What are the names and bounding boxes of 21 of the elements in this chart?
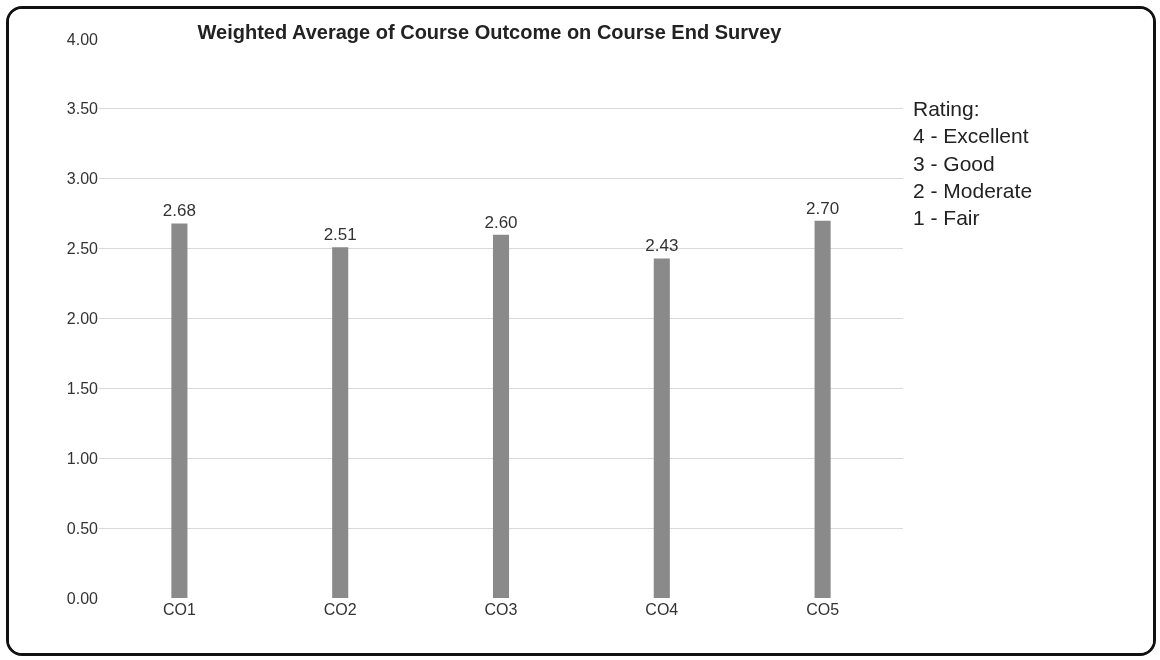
data-label: 2.51	[323, 225, 357, 245]
y-tick-label: 0.50	[66, 519, 99, 537]
data-label: 2.43	[645, 236, 679, 256]
text: Rating: 4 - Excellent 3 - Good 2 - Moderate 1 - Fair	[913, 97, 1033, 230]
y-tick-label: 3.00	[66, 170, 99, 188]
data-label: 2.60	[484, 212, 518, 232]
y-tick-label: 1.50	[66, 379, 99, 397]
y-tick-label: 3.50	[66, 100, 99, 118]
y-tick-label: 2.50	[66, 240, 99, 258]
x-tick-label: CO3	[484, 601, 518, 618]
data-label: 2.70	[806, 198, 840, 218]
y-tick-label: 1.00	[66, 449, 99, 467]
y-tick-label: 4.00	[66, 30, 99, 48]
x-tick-label: CO4	[645, 601, 679, 618]
x-tick-label: CO5	[806, 601, 840, 618]
y-tick-label: 0.00	[66, 589, 99, 607]
chart-title: Weighted Average of Course Outcome on Course End Survey	[197, 21, 783, 44]
y-tick-label: 2.00	[66, 310, 99, 328]
x-tick-label: CO2	[323, 601, 357, 618]
data-label: 2.68	[162, 201, 196, 221]
x-tick-label: CO1	[162, 601, 196, 618]
